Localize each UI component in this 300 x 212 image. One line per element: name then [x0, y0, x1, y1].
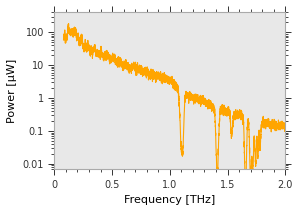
X-axis label: Frequency [THz]: Frequency [THz]	[124, 195, 215, 205]
Y-axis label: Power [μW]: Power [μW]	[7, 59, 17, 123]
